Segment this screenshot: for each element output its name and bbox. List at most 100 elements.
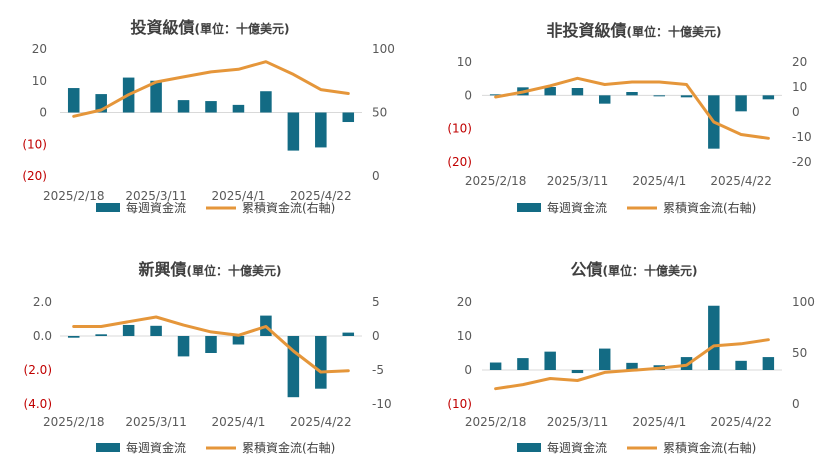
flow-bar	[150, 80, 162, 113]
x-axis-tick: 2025/2/18	[43, 189, 105, 203]
flow-bar	[232, 104, 245, 113]
right-axis-tick: 0	[372, 329, 380, 343]
flow-bar	[287, 336, 300, 398]
legend-line-label: 累積資金流(右軸)	[242, 440, 335, 455]
flow-bar	[177, 336, 190, 357]
chart-title-main: 公債	[571, 260, 603, 279]
flow-bar	[653, 95, 665, 97]
left-axis-tick: 0	[464, 363, 472, 377]
flow-bar	[342, 112, 355, 123]
flow-bar	[205, 336, 217, 353]
left-axis-tick: 10	[457, 329, 472, 343]
right-axis-tick: -10	[792, 130, 812, 144]
flow-bar	[122, 324, 135, 336]
left-axis-tick: (20)	[447, 155, 472, 169]
left-axis-tick: 0	[464, 88, 472, 102]
chart-title: 新興債(單位：十億美元)	[139, 260, 282, 279]
left-axis-tick: (4.0)	[24, 397, 52, 411]
x-axis-tick: 2025/3/11	[125, 189, 187, 203]
flow-bar	[571, 88, 584, 96]
chart-title: 公債(單位：十億美元)	[571, 260, 698, 279]
left-axis-tick: (10)	[447, 397, 472, 411]
chart-title-main: 新興債	[139, 260, 187, 279]
left-axis-tick: 20	[32, 42, 47, 56]
flow-bar	[315, 112, 327, 148]
flow-bar	[544, 351, 556, 370]
flow-bar	[708, 305, 720, 370]
chart-title-unit: (單位：十億美元)	[627, 24, 722, 39]
flow-bar	[150, 325, 162, 336]
x-axis-tick: 2025/4/1	[212, 415, 266, 429]
right-axis-tick: 5	[372, 295, 380, 309]
right-axis-tick: 0	[792, 105, 800, 119]
legend-bar-label: 每週資金流	[126, 440, 186, 455]
x-axis-tick: 2025/4/1	[632, 174, 686, 188]
flow-bar	[287, 112, 300, 151]
flow-bar	[762, 95, 775, 100]
flow-bar	[67, 88, 80, 113]
flow-bar	[205, 101, 217, 113]
chart-title-unit: (單位：十億美元)	[603, 263, 698, 278]
chart-title-unit: (單位：十億美元)	[187, 263, 282, 278]
cumulative-flow-line	[494, 76, 770, 140]
x-axis-tick: 2025/3/11	[125, 415, 187, 429]
left-axis-tick: (10)	[447, 122, 472, 136]
chart-title: 非投資級債(單位：十億美元)	[547, 21, 722, 40]
flow-bar	[599, 95, 611, 104]
left-axis-tick: 0	[39, 106, 47, 120]
legend-bar-swatch	[96, 203, 120, 212]
flow-bar	[599, 348, 611, 370]
left-axis-tick: (10)	[22, 137, 47, 151]
chart-title-unit: (單位：十億美元)	[195, 21, 290, 36]
right-axis-tick: 100	[792, 295, 815, 309]
x-axis-tick: 2025/2/18	[43, 415, 105, 429]
left-axis-tick: (20)	[22, 169, 47, 183]
legend-line-label: 累積資金流(右軸)	[242, 200, 335, 215]
x-axis-tick: 2025/4/22	[710, 174, 772, 188]
x-axis-tick: 2025/4/1	[212, 189, 266, 203]
flow-bar	[177, 100, 190, 113]
flow-bar	[626, 92, 638, 96]
flow-bar	[680, 95, 693, 98]
x-axis-tick: 2025/4/22	[710, 415, 772, 429]
right-axis-tick: 0	[372, 169, 380, 183]
flow-bar	[342, 332, 355, 336]
x-axis-tick: 2025/3/11	[547, 174, 609, 188]
cumulative-flow-line	[72, 60, 350, 118]
legend-line-label: 累積資金流(右軸)	[663, 440, 756, 455]
x-axis-tick: 2025/4/1	[632, 415, 686, 429]
x-axis-tick: 2025/4/22	[290, 189, 352, 203]
right-axis-tick: 100	[372, 42, 395, 56]
legend-bar-label: 每週資金流	[547, 440, 607, 455]
right-axis-tick: 10	[792, 80, 807, 94]
flow-bar	[95, 94, 107, 113]
right-axis-tick: 50	[372, 106, 387, 120]
chart-title: 投資級債(單位：十億美元)	[131, 18, 290, 37]
right-axis-tick: -20	[792, 155, 812, 169]
left-axis-tick: 20	[457, 295, 472, 309]
chart-panel-1: 投資級債(單位：十億美元)20100(10)(20)1005002025/2/1…	[22, 18, 395, 215]
x-axis-tick: 2025/2/18	[465, 174, 527, 188]
chart-panel-2: 非投資級債(單位：十億美元) 10 0 (10) (20) 20 10 0 -10 -20 2025…	[447, 21, 811, 215]
chart-panel-3: 新興債(單位：十億美元) 2.0 0.0 (2.0) (4.0) 5 0 -5 -10 2025/…	[24, 260, 392, 455]
legend-bar-swatch	[517, 443, 541, 452]
cumulative-flow-line	[494, 338, 770, 391]
flow-bar	[489, 362, 502, 370]
flow-bar	[95, 334, 107, 336]
flow-bar	[517, 358, 529, 370]
flow-bar	[232, 336, 245, 345]
x-axis-tick: 2025/3/11	[547, 415, 609, 429]
legend-bar-label: 每週資金流	[547, 200, 607, 215]
flow-bar	[735, 360, 747, 370]
right-axis-tick: 0	[792, 397, 800, 411]
left-axis-tick: (2.0)	[24, 363, 52, 377]
left-axis-tick: 10	[457, 55, 472, 69]
cumulative-flow-line	[72, 315, 350, 374]
flow-bar	[735, 95, 747, 112]
x-axis-tick: 2025/2/18	[465, 415, 527, 429]
flow-bar	[489, 94, 502, 96]
flow-bar	[315, 336, 327, 389]
right-axis-tick: -10	[372, 397, 392, 411]
right-axis-tick: 50	[792, 346, 807, 360]
